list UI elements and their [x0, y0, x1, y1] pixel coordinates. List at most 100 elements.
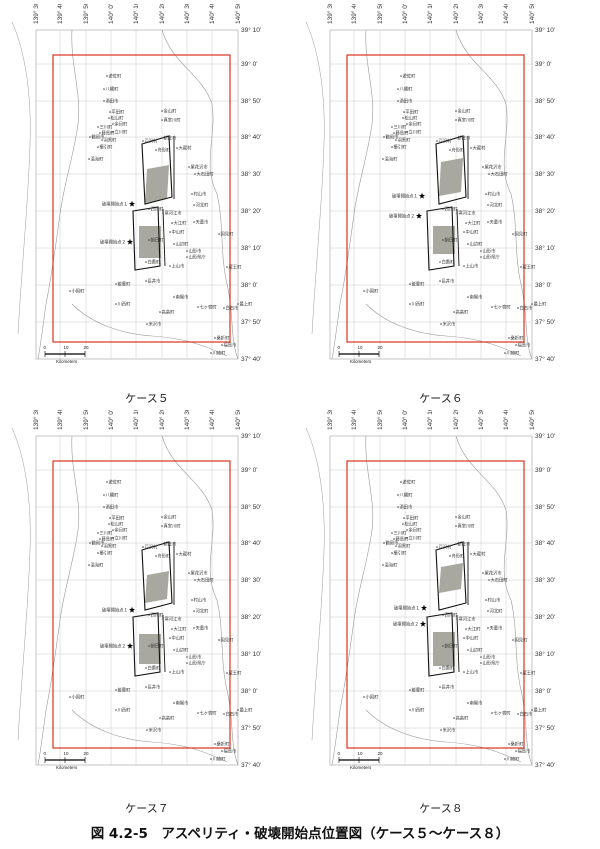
place-label: 小国町 — [72, 694, 86, 701]
place-label: 河北町 — [196, 202, 210, 209]
fault-trace — [456, 208, 460, 267]
asperity-south — [139, 634, 161, 664]
place-dot — [155, 149, 157, 151]
place-dot — [88, 564, 90, 566]
place-dot — [465, 222, 467, 224]
place-dot — [491, 306, 493, 308]
case-label: ケース６ — [419, 393, 463, 405]
place-dot — [146, 729, 148, 731]
place-dot — [146, 323, 148, 325]
scale-unit: Kilometers — [56, 765, 78, 770]
place-dot — [109, 517, 111, 519]
place-dot — [108, 117, 110, 119]
place-label: 西川町 — [445, 207, 459, 213]
map-panel-case-8: 139° 30' 139° 40' 139° 50' 140° 0' 140° 10' 1… — [306, 410, 576, 790]
place-label: 舟形町 — [452, 147, 466, 154]
place-label: 舟形町 — [452, 553, 466, 560]
place-label: 朝日町 — [445, 644, 459, 650]
place-dot — [467, 296, 469, 298]
place-dot — [406, 529, 408, 531]
place-label: 南陽市 — [470, 700, 484, 707]
place-dot — [463, 265, 465, 267]
place-dot — [383, 542, 385, 544]
place-label: 七ヶ宿町 — [494, 710, 512, 717]
place-label: 白石市 — [226, 711, 240, 718]
place-dot — [197, 712, 199, 714]
lat-tick-label: 37° 40' — [535, 761, 555, 769]
place-label: 上山市 — [172, 669, 186, 676]
place-label: 小国町 — [72, 288, 86, 295]
place-dot — [480, 250, 482, 252]
place-label: 南陽市 — [176, 700, 190, 707]
place-label: 立川町 — [115, 535, 129, 542]
lon-tick-label: 140° 20' — [158, 4, 166, 24]
place-label: 松山町 — [111, 115, 125, 122]
place-dot — [400, 481, 402, 483]
map-panel-case-7: 139° 30' 139° 40' 139° 50' 140° 0' 140° 10' 1… — [12, 410, 282, 790]
place-dot — [161, 516, 163, 518]
place-label: 白鷹町 — [148, 665, 162, 672]
lat-tick-label: 37° 40' — [241, 355, 261, 363]
lon-tick-label: 140° 40' — [502, 4, 510, 24]
place-dot — [191, 193, 193, 195]
study-area-rect — [346, 54, 525, 343]
place-label: 余目町 — [409, 527, 423, 534]
lon-tick-label: 140° 50' — [528, 410, 536, 430]
coastline — [12, 21, 31, 335]
place-dot — [482, 572, 484, 574]
place-dot — [480, 256, 482, 258]
place-label: 大江町 — [174, 220, 188, 227]
place-label: 大江町 — [174, 626, 188, 633]
lat-tick-label: 38° 0' — [535, 687, 552, 695]
place-label: 最上町 — [240, 301, 254, 308]
place-dot — [197, 306, 199, 308]
scale-tick-label: 20 — [84, 751, 90, 756]
place-dot — [485, 599, 487, 601]
place-dot — [397, 506, 399, 508]
scale-tick-label: 0 — [338, 345, 341, 350]
place-dot — [463, 637, 465, 639]
scale-unit: Kilometers — [350, 765, 372, 770]
place-dot — [142, 546, 144, 548]
place-dot — [453, 717, 455, 719]
place-label: 中山町 — [466, 229, 480, 236]
lon-tick-label: 139° 30' — [326, 410, 334, 430]
place-dot — [467, 243, 469, 245]
asperity-south — [433, 632, 455, 666]
place-label: 西川町 — [151, 207, 165, 213]
place-label: 三川町 — [100, 125, 114, 131]
place-dot — [148, 208, 150, 210]
place-dot — [89, 136, 91, 138]
place-dot — [169, 231, 171, 233]
place-label: 八幡町 — [400, 492, 414, 499]
place-dot — [391, 146, 393, 148]
asperity-north — [439, 158, 463, 196]
place-label: 温海町 — [385, 562, 399, 569]
place-dot — [480, 656, 482, 658]
place-dot — [482, 166, 484, 168]
lon-tick-label: 140° 0' — [401, 4, 409, 24]
place-dot — [517, 713, 519, 715]
place-dot — [463, 671, 465, 673]
place-label: 米沢市 — [149, 727, 163, 734]
place-label: 温海町 — [385, 156, 399, 163]
place-dot — [97, 532, 99, 534]
place-label: 遊佐町 — [403, 479, 417, 486]
scale-tick-label: 20 — [378, 751, 384, 756]
fault-trace — [162, 614, 166, 673]
rupture-start-star — [415, 212, 423, 219]
place-dot — [186, 656, 188, 658]
lat-tick-label: 38° 30' — [535, 170, 555, 178]
prefecture-boundary — [365, 709, 522, 763]
place-label: 最上町 — [534, 707, 548, 714]
place-label: 新庄市 — [458, 541, 472, 548]
place-label: 平田町 — [406, 110, 420, 116]
scale-unit: Kilometers — [350, 359, 372, 364]
place-dot — [169, 671, 171, 673]
scale-tick-label: 20 — [378, 345, 384, 350]
place-dot — [465, 628, 467, 630]
place-label: 上山市 — [466, 669, 480, 676]
lon-tick-label: 140° 20' — [452, 4, 460, 24]
place-dot — [442, 645, 444, 647]
place-dot — [439, 686, 441, 688]
